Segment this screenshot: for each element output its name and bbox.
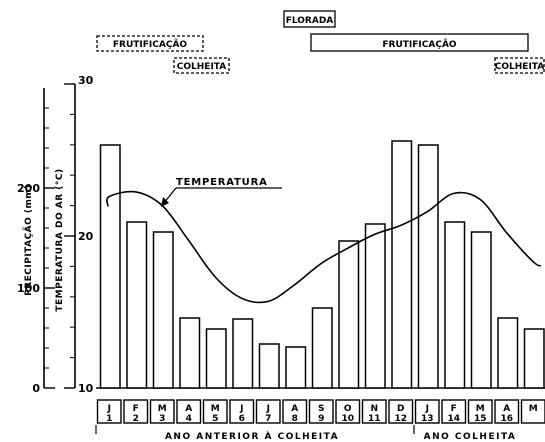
month-cell xyxy=(202,399,228,424)
month-number: 8 xyxy=(292,414,298,424)
frutificacao-prev-label: FRUTIFICAÇÃO xyxy=(113,39,188,50)
month-cell xyxy=(467,399,493,424)
month-letter: M xyxy=(211,404,220,414)
precip-bar xyxy=(205,328,227,389)
month-letter: D xyxy=(397,404,404,414)
precip-bar xyxy=(311,307,333,389)
month-letter: J xyxy=(266,404,270,414)
precip-bar xyxy=(258,343,280,389)
month-number: 9 xyxy=(318,414,324,424)
frutificacao-cur-box xyxy=(310,33,529,52)
month-letter: O xyxy=(344,404,352,414)
month-letter: J xyxy=(425,404,429,414)
precip-bar xyxy=(152,231,174,389)
month-number: 2 xyxy=(133,414,139,424)
month-cell xyxy=(176,399,202,424)
month-letter: M xyxy=(476,404,485,414)
month-cell xyxy=(282,399,308,424)
precip-bar xyxy=(179,317,201,389)
precip-bar xyxy=(444,221,466,389)
month-cell xyxy=(308,399,334,424)
month-cell xyxy=(335,399,361,424)
temp-tick-label: 30 xyxy=(78,74,94,87)
florada-box xyxy=(283,10,336,28)
month-number: 6 xyxy=(239,414,245,424)
precip-tick-label: 200 xyxy=(17,182,40,195)
month-number: 11 xyxy=(368,414,381,424)
month-number: 14 xyxy=(447,414,460,424)
month-number: 5 xyxy=(212,414,218,424)
precip-bar xyxy=(417,144,439,389)
month-cell xyxy=(96,399,122,424)
month-letter: A xyxy=(291,404,298,414)
frutificacao-cur-label: FRUTIFICAÇÃO xyxy=(382,39,457,50)
florada-label: FLORADA xyxy=(286,16,334,26)
precip-tick-label: 0 xyxy=(32,382,40,395)
month-letter: F xyxy=(451,404,457,414)
precip-bar xyxy=(126,221,148,389)
month-letter: M xyxy=(158,404,167,414)
month-number: 15 xyxy=(474,414,487,424)
month-letter: F xyxy=(133,404,139,414)
month-number: 7 xyxy=(265,414,271,424)
group-label-previous: ANO ANTERIOR À COLHEITA xyxy=(165,430,339,442)
precip-tick-label: 100 xyxy=(17,282,40,295)
precip-bar xyxy=(523,328,545,389)
precip-axis-title: PRECIPITAÇÃO (mm) xyxy=(23,184,34,296)
month-number: 1 xyxy=(106,414,112,424)
temp-axis-title: TEMPERATURA DO AR (°C) xyxy=(55,168,65,311)
precip-bar xyxy=(497,317,519,389)
frutificacao-prev-box xyxy=(96,35,204,52)
month-cell xyxy=(255,399,281,424)
precip-bar xyxy=(338,240,360,389)
month-letter: J xyxy=(239,404,243,414)
month-cell xyxy=(520,399,545,424)
temp-tick-label: 10 xyxy=(78,382,94,395)
precip-bar xyxy=(391,140,413,389)
precip-bar xyxy=(364,223,386,389)
month-cell xyxy=(388,399,414,424)
month-number: 13 xyxy=(421,414,434,424)
month-letter: M xyxy=(529,404,538,414)
month-letter: S xyxy=(318,404,324,414)
temperature-curve xyxy=(106,190,542,304)
month-number: 4 xyxy=(186,414,192,424)
temperature-label: TEMPERATURA xyxy=(176,177,268,188)
month-letter: A xyxy=(503,404,510,414)
month-number: 10 xyxy=(341,414,354,424)
month-cell xyxy=(123,399,149,424)
month-cell xyxy=(414,399,440,424)
precip-bar xyxy=(285,346,307,389)
month-cell xyxy=(149,399,175,424)
colheita-cur-box xyxy=(494,57,545,74)
month-cell xyxy=(494,399,520,424)
colheita-prev-label: COLHEITA xyxy=(177,62,226,72)
month-number: 3 xyxy=(159,414,165,424)
precip-bar xyxy=(470,231,492,389)
precip-bar xyxy=(232,318,254,389)
temp-tick-label: 20 xyxy=(78,230,94,243)
month-letter: N xyxy=(370,404,378,414)
month-letter: J xyxy=(107,404,111,414)
group-label-current: ANO COLHEITA xyxy=(424,432,517,442)
month-number: 12 xyxy=(394,414,407,424)
month-letter: A xyxy=(185,404,192,414)
month-cell xyxy=(229,399,255,424)
month-cell xyxy=(361,399,387,424)
colheita-cur-label: COLHEITA xyxy=(495,62,544,72)
colheita-prev-box xyxy=(173,57,230,74)
temperature-arrow-head xyxy=(161,197,169,207)
month-number: 16 xyxy=(500,414,513,424)
precip-bar xyxy=(99,144,121,389)
month-cell xyxy=(441,399,467,424)
